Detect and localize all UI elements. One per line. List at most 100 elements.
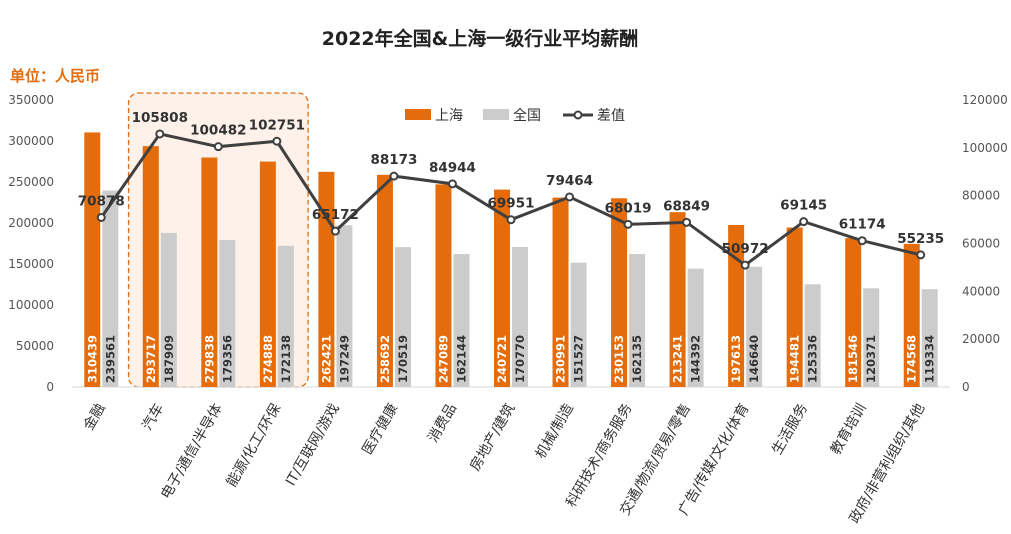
category-label: IT/互联网/游戏 — [283, 401, 343, 489]
bar-label-national: 170770 — [513, 335, 527, 383]
legend-label-national: 全国 — [513, 107, 541, 124]
category-label: 汽车 — [139, 401, 168, 434]
bar-national — [687, 268, 704, 387]
category-label: 生活服务 — [769, 401, 811, 457]
category-label: 机械/制造 — [533, 401, 577, 462]
bar-label-shanghai: 240721 — [495, 335, 509, 383]
bar-label-national: 197249 — [337, 335, 351, 383]
bar-national — [746, 266, 763, 387]
right-tick-label: 120000 — [962, 93, 1008, 107]
bar-label-shanghai: 197613 — [729, 335, 743, 383]
category-label: 医疗健康 — [359, 401, 402, 458]
bar-shanghai — [84, 132, 101, 387]
right-axis: 0 20000 40000 60000 80000 100000 120000 — [962, 93, 1008, 394]
diff-label: 70878 — [78, 193, 125, 209]
bar-shanghai — [845, 238, 862, 387]
bar-shanghai — [728, 224, 745, 387]
legend-marker-diff — [573, 110, 583, 120]
diff-label: 105808 — [132, 110, 188, 126]
left-tick-label: 100000 — [8, 298, 54, 312]
left-tick-label: 200000 — [8, 216, 54, 230]
bar-label-national: 187909 — [162, 335, 176, 383]
diff-point — [623, 219, 633, 229]
right-tick-label: 20000 — [962, 332, 1000, 346]
left-tick-label: 150000 — [8, 257, 54, 271]
category-label: 金融 — [81, 401, 109, 433]
bar-national — [570, 262, 587, 387]
left-tick-label: 0 — [46, 380, 54, 394]
bar-shanghai — [376, 174, 393, 387]
bar-label-national: 179356 — [220, 335, 234, 383]
right-tick-label: 80000 — [962, 189, 1000, 203]
bar-label-shanghai: 194481 — [788, 335, 802, 383]
bar-national — [160, 232, 177, 387]
bar-label-shanghai: 213241 — [671, 335, 685, 383]
bar-label-national: 239561 — [103, 335, 117, 383]
bar-shanghai — [259, 161, 276, 387]
diff-point — [857, 236, 867, 246]
bar-label-national: 170519 — [396, 335, 410, 383]
diff-label: 68019 — [605, 200, 652, 216]
diff-point — [96, 212, 106, 222]
diff-point — [447, 179, 457, 189]
legend-swatch-shanghai — [405, 109, 431, 120]
diff-point — [506, 215, 516, 225]
legend: 上海 全国 差值 — [405, 107, 625, 124]
diff-point — [389, 171, 399, 181]
left-tick-label: 300000 — [8, 134, 54, 148]
bar-label-shanghai: 230991 — [554, 335, 568, 383]
bar-national — [336, 225, 353, 387]
right-tick-label: 100000 — [962, 141, 1008, 155]
bar-shanghai — [669, 212, 686, 387]
unit-label: 单位：人民币 — [10, 67, 100, 85]
bar-label-shanghai: 262421 — [319, 335, 333, 383]
bar-label-shanghai: 310439 — [85, 335, 99, 383]
diff-label: 68849 — [663, 198, 710, 214]
right-tick-label: 0 — [962, 380, 970, 394]
diff-point — [213, 142, 223, 152]
category-label: 房地产/建筑 — [467, 401, 518, 474]
bar-shanghai — [552, 197, 569, 387]
bar-shanghai — [201, 157, 218, 387]
left-tick-label: 250000 — [8, 175, 54, 189]
bar-label-national: 151527 — [572, 335, 586, 383]
bars-layer: 310439 239561 293717 187909 279838 179356 2748… — [84, 132, 938, 387]
diff-point — [330, 226, 340, 236]
diff-label: 61174 — [839, 217, 886, 233]
bar-label-shanghai: 258692 — [378, 335, 392, 383]
left-axis: 0 50000 100000 150000 200000 250000 300000 3500… — [8, 93, 950, 394]
bar-label-shanghai: 230153 — [612, 335, 626, 383]
bar-shanghai — [435, 184, 452, 387]
category-label: 消费品 — [425, 401, 460, 445]
bar-label-shanghai: 174568 — [905, 335, 919, 383]
diff-point — [272, 136, 282, 146]
bar-label-shanghai: 274888 — [261, 335, 275, 383]
diff-label: 69951 — [488, 196, 535, 212]
bar-shanghai — [611, 198, 628, 387]
diff-label: 102751 — [249, 117, 305, 133]
bar-label-national: 144392 — [689, 335, 703, 383]
legend-label-shanghai: 上海 — [435, 108, 463, 124]
bar-shanghai — [786, 227, 803, 387]
diff-label: 50972 — [722, 241, 769, 257]
diff-label: 88173 — [370, 152, 417, 168]
diff-label: 100482 — [190, 123, 246, 139]
bar-national — [102, 190, 119, 387]
bar-label-shanghai: 247089 — [436, 335, 450, 383]
bar-label-shanghai: 181546 — [846, 335, 860, 383]
diff-label: 79464 — [546, 173, 593, 189]
bar-shanghai — [903, 243, 920, 387]
bar-national — [453, 254, 470, 387]
left-tick-label: 50000 — [16, 339, 54, 353]
right-tick-label: 60000 — [962, 237, 1000, 251]
category-label: 能源/化工/环保 — [224, 401, 285, 490]
legend-swatch-national — [483, 109, 509, 120]
bar-national — [219, 239, 236, 387]
diff-label: 69145 — [780, 198, 827, 214]
bar-national — [629, 254, 646, 387]
bar-label-national: 162135 — [630, 335, 644, 383]
diff-point — [916, 250, 926, 260]
left-tick-label: 350000 — [8, 93, 54, 107]
